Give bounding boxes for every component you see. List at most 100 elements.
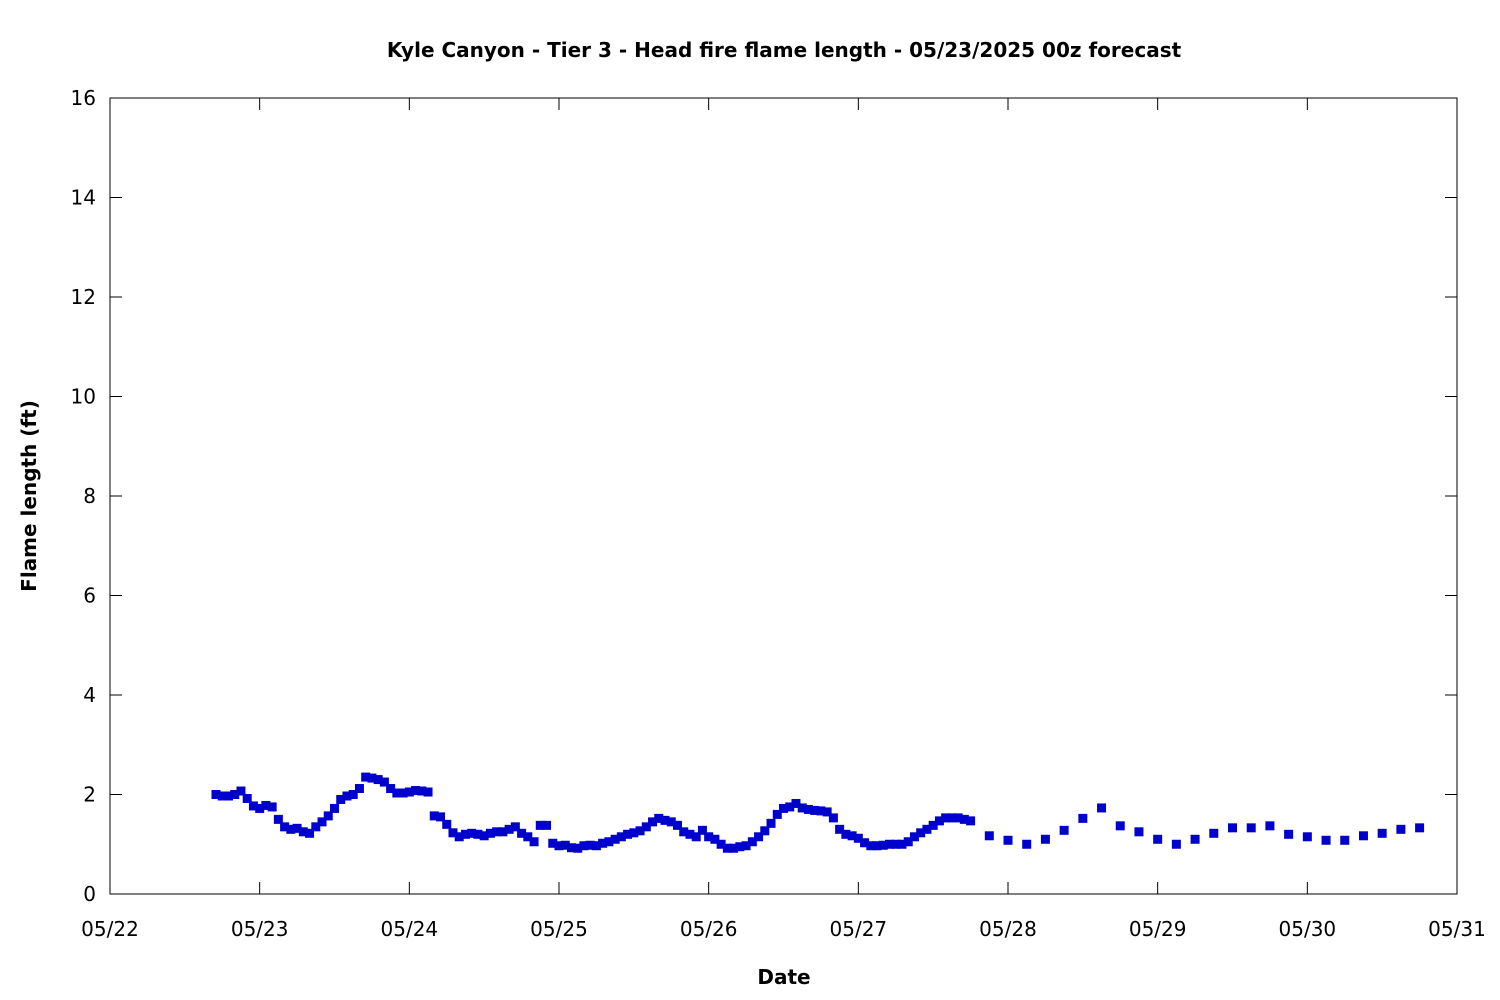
- data-point: [885, 839, 895, 849]
- axis-ticks: 05/22 05/23 05/24 05/25 05/26 05/27 05/28 05/29…: [71, 86, 1486, 941]
- data-point: [398, 788, 408, 798]
- x-tick-label: 05/28: [979, 917, 1037, 941]
- data-point: [504, 824, 514, 834]
- data-point: [810, 805, 820, 815]
- data-point: [1358, 831, 1368, 841]
- data-point: [548, 838, 558, 848]
- data-point: [1415, 823, 1425, 833]
- data-point: [878, 840, 888, 850]
- data-point: [560, 840, 570, 850]
- data-point: [529, 837, 539, 847]
- data-point: [766, 818, 776, 828]
- data-point: [922, 824, 932, 834]
- data-points: [211, 772, 1425, 853]
- data-point: [1302, 832, 1312, 842]
- data-point: [928, 820, 938, 830]
- data-point: [598, 838, 608, 848]
- data-point: [236, 786, 246, 796]
- data-point: [916, 828, 926, 838]
- data-point: [716, 839, 726, 849]
- data-point: [429, 811, 439, 821]
- data-point: [747, 837, 757, 847]
- data-point: [379, 777, 389, 787]
- data-point: [361, 772, 371, 782]
- data-point: [1097, 803, 1107, 813]
- data-point: [255, 803, 265, 813]
- data-point: [217, 791, 227, 801]
- data-point: [984, 831, 994, 841]
- y-axis-label: Flame length (ft): [17, 400, 41, 592]
- data-point: [1265, 821, 1275, 831]
- data-point: [641, 822, 651, 832]
- x-tick-label: 05/27: [830, 917, 888, 941]
- data-point: [1284, 829, 1294, 839]
- data-point: [828, 813, 838, 823]
- data-point: [616, 832, 626, 842]
- data-point: [392, 788, 402, 798]
- data-point: [847, 831, 857, 841]
- data-point: [791, 798, 801, 808]
- data-point: [872, 841, 882, 851]
- data-point: [754, 832, 764, 842]
- data-point: [691, 832, 701, 842]
- x-tick-label: 05/30: [1279, 917, 1337, 941]
- data-point: [1040, 834, 1050, 844]
- x-tick-label: 05/22: [81, 917, 139, 941]
- data-point: [772, 809, 782, 819]
- data-point: [1022, 839, 1032, 849]
- data-point: [1171, 839, 1181, 849]
- data-point: [448, 828, 458, 838]
- data-point: [947, 813, 957, 823]
- data-point: [654, 813, 664, 823]
- data-point: [342, 791, 352, 801]
- data-point: [280, 822, 290, 832]
- data-point: [903, 837, 913, 847]
- data-point: [479, 831, 489, 841]
- data-point: [535, 820, 545, 830]
- y-tick-label: 4: [83, 683, 96, 707]
- data-point: [386, 784, 396, 794]
- data-point: [1228, 823, 1237, 833]
- data-point: [660, 815, 670, 825]
- data-point: [1003, 835, 1013, 845]
- y-tick-label: 0: [83, 882, 96, 906]
- data-point: [585, 840, 595, 850]
- data-point: [498, 827, 508, 837]
- data-point: [336, 794, 346, 804]
- data-point: [1321, 835, 1331, 845]
- data-point: [591, 841, 601, 851]
- data-point: [710, 834, 720, 844]
- data-point: [330, 803, 339, 813]
- y-tick-label: 12: [71, 285, 96, 309]
- data-point: [722, 843, 732, 853]
- data-point: [454, 832, 464, 842]
- data-point: [467, 828, 477, 838]
- data-point: [492, 827, 502, 837]
- data-point: [579, 841, 589, 851]
- data-point: [679, 827, 689, 837]
- x-axis-label: Date: [757, 965, 810, 989]
- data-point: [367, 773, 377, 783]
- data-point: [542, 820, 552, 830]
- data-point: [1377, 828, 1387, 838]
- data-point: [1246, 823, 1256, 833]
- data-point: [566, 843, 576, 853]
- data-point: [554, 841, 564, 851]
- data-point: [1059, 825, 1069, 835]
- data-point: [460, 829, 470, 839]
- data-point: [779, 803, 788, 813]
- data-point: [760, 826, 770, 836]
- data-point: [735, 842, 745, 852]
- data-point: [959, 814, 969, 824]
- data-point: [273, 814, 283, 824]
- data-point: [510, 822, 520, 832]
- data-point: [835, 824, 845, 834]
- data-point: [485, 828, 495, 838]
- data-point: [223, 791, 233, 801]
- data-point: [373, 775, 383, 785]
- data-point: [211, 790, 221, 799]
- x-tick-label: 05/23: [231, 917, 289, 941]
- chart-title: Kyle Canyon - Tier 3 - Head fire flame l…: [387, 38, 1182, 62]
- x-tick-label: 05/31: [1428, 917, 1486, 941]
- data-point: [404, 787, 414, 797]
